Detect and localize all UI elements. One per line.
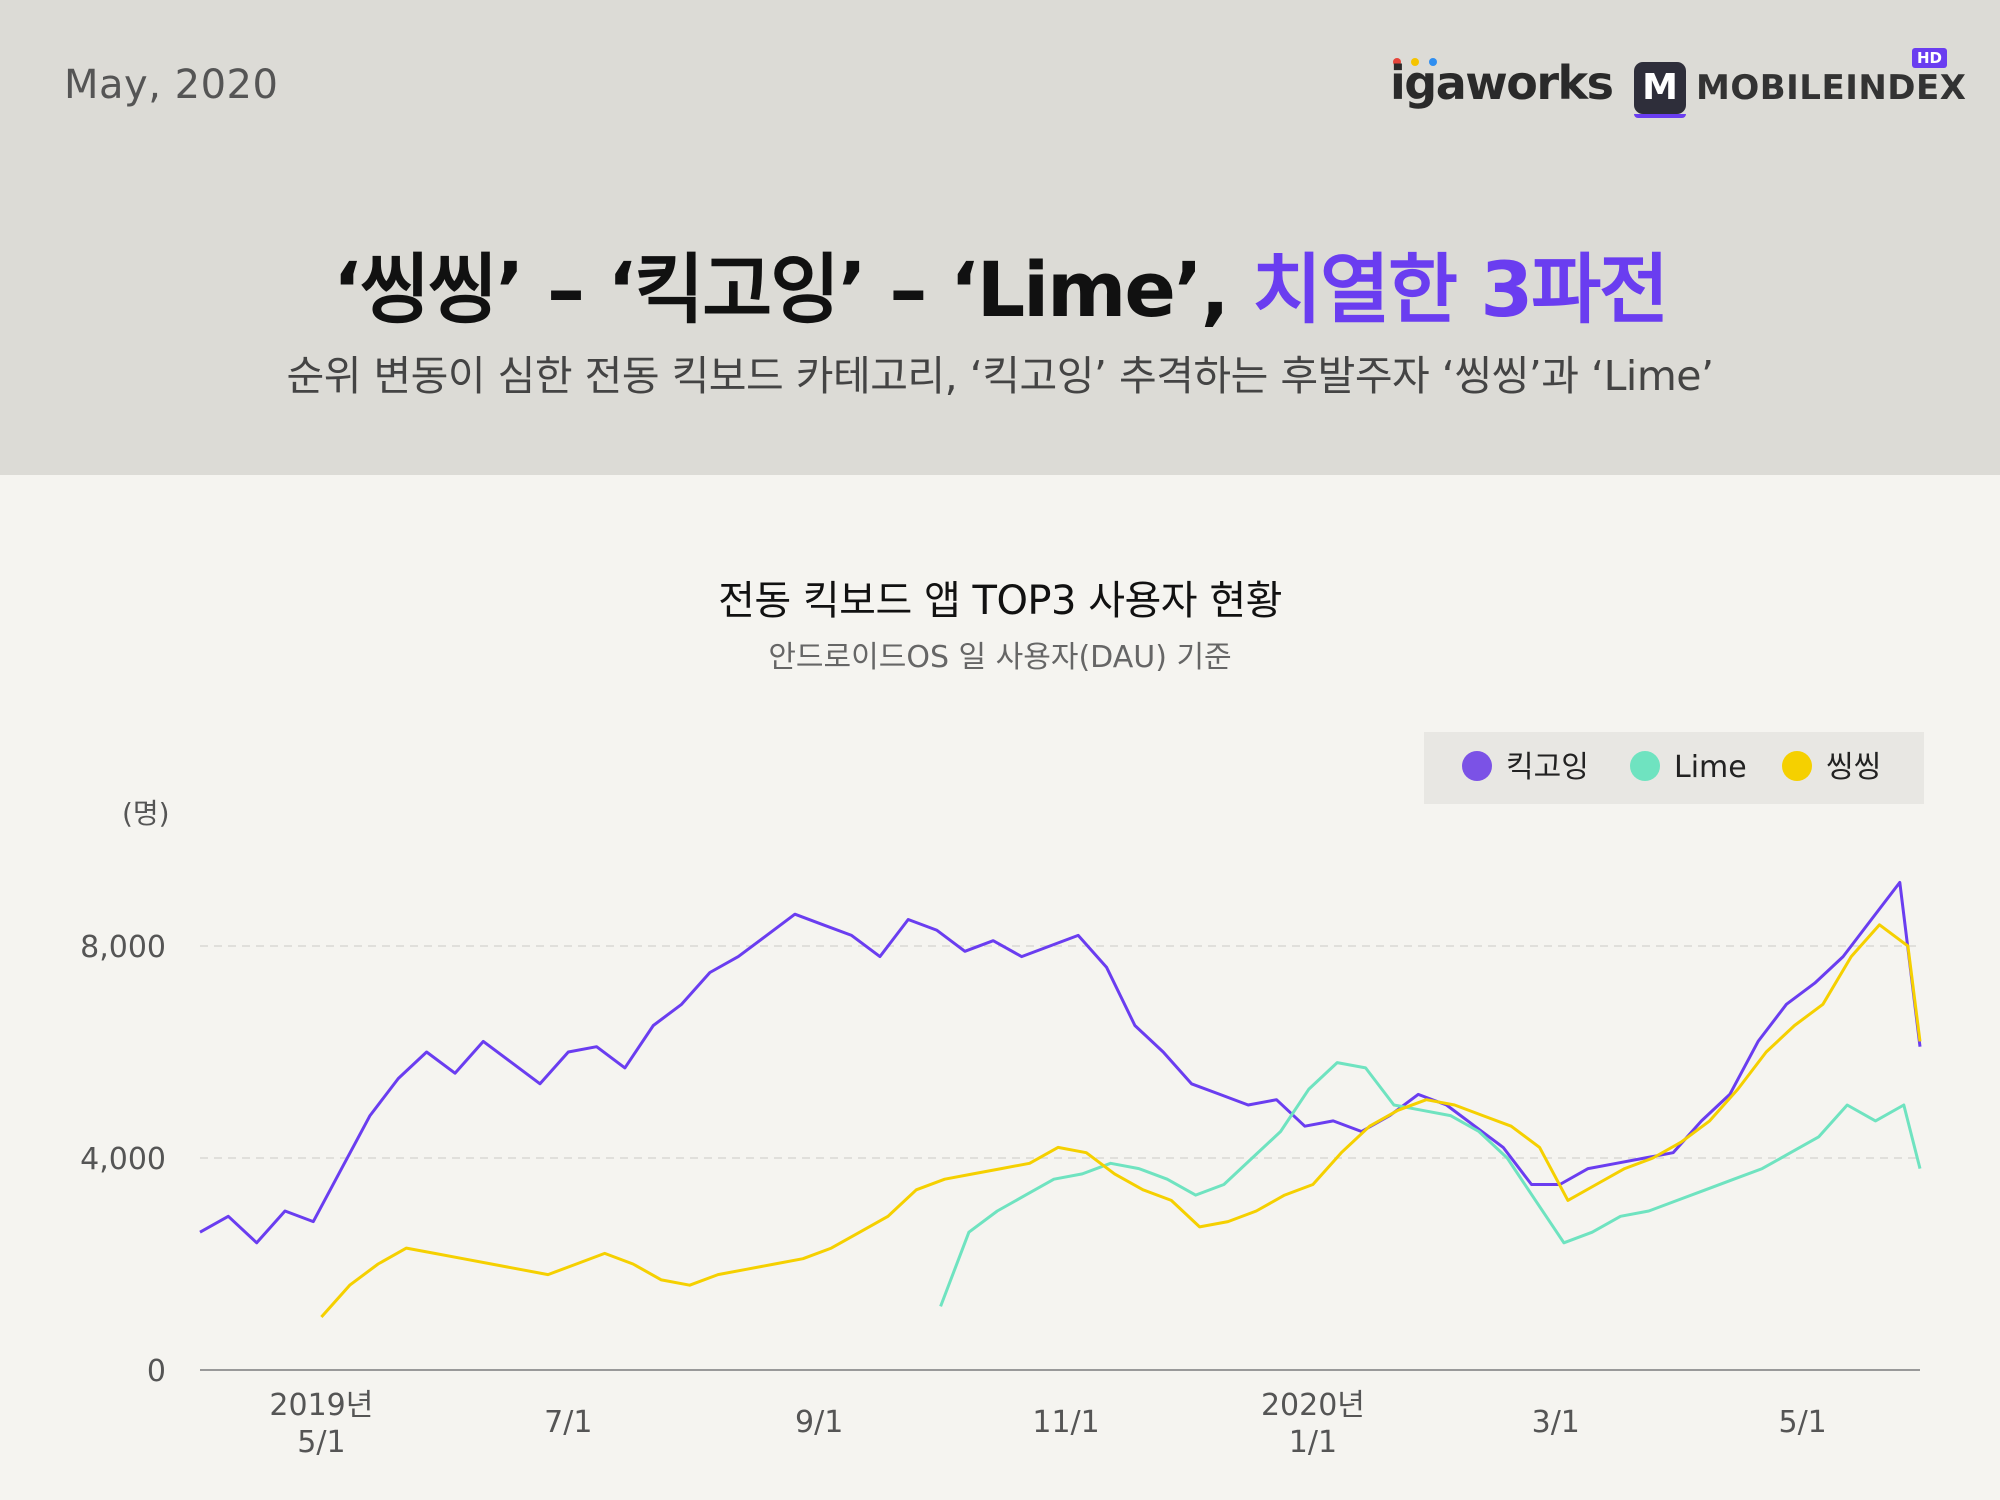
y-tick-label: 8,000 <box>80 930 166 965</box>
mobileindex-logo-text: MOBILEINDEX <box>1696 68 1967 108</box>
mobileindex-hd-badge: HD <box>1912 48 1948 68</box>
legend-item-ssingssing: 씽씽 <box>1782 750 1881 786</box>
series-line-1 <box>939 1061 1922 1307</box>
chart-title: 전동 킥보드 앱 TOP3 사용자 현황 <box>718 578 1282 624</box>
y-tick-label: 4,000 <box>80 1142 166 1177</box>
page-title-accent: 치열한 3파전 <box>1252 245 1669 334</box>
y-axis-unit-label: (명) <box>122 797 170 830</box>
igaworks-logo: igaworks <box>1390 56 1614 110</box>
chart-legend: 킥고잉 Lime 씽씽 <box>1424 732 1924 804</box>
legend-dot-kickgoing <box>1462 750 1492 781</box>
x-tick-label-year: 2019년 <box>269 1388 373 1423</box>
x-tick-label: 5/1 <box>1778 1405 1826 1440</box>
igaworks-logo-dots <box>1393 58 1453 68</box>
chart-subtitle: 안드로이드OS 일 사용자(DAU) 기준 <box>768 640 1232 675</box>
x-tick-label: 11/1 <box>1032 1405 1099 1440</box>
x-tick-label: 1/1 <box>1289 1425 1337 1460</box>
header-banner: May, 2020 igaworks M MOBILEINDEX HD ‘씽씽’… <box>0 0 2000 475</box>
legend-label-kickgoing: 킥고잉 <box>1506 750 1589 785</box>
x-tick-label: 3/1 <box>1532 1405 1580 1440</box>
legend-label-ssingssing: 씽씽 <box>1826 750 1882 785</box>
page-title: ‘씽씽’ – ‘킥고잉’ – ‘Lime’, 치열한 3파전 <box>0 228 2000 338</box>
series-line-2 <box>320 923 1922 1318</box>
mobileindex-logo-mark: M <box>1634 62 1686 118</box>
x-tick-label: 9/1 <box>795 1405 843 1440</box>
page-subtitle: 순위 변동이 심한 전동 킥보드 카테고리, ‘킥고잉’ 추격하는 후발주자 ‘… <box>286 352 1714 400</box>
report-date: May, 2020 <box>64 62 279 108</box>
x-tick-label: 5/1 <box>297 1425 345 1460</box>
x-tick-label: 7/1 <box>544 1405 592 1440</box>
series-line-0 <box>199 880 1922 1245</box>
legend-dot-lime <box>1630 750 1660 781</box>
x-tick-label-year: 2020년 <box>1261 1388 1365 1423</box>
y-tick-label: 0 <box>147 1354 166 1389</box>
legend-dot-ssingssing <box>1782 750 1812 781</box>
page-title-main: ‘씽씽’ – ‘킥고잉’ – ‘Lime’, <box>332 245 1230 334</box>
legend-item-lime: Lime <box>1630 750 1747 786</box>
legend-label-lime: Lime <box>1674 750 1747 785</box>
legend-item-kickgoing: 킥고잉 <box>1462 750 1589 786</box>
